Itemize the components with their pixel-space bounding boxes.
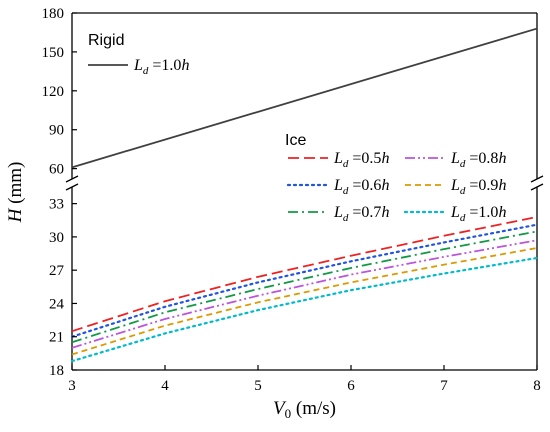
legend-entry-ice-label: Ld =0.7h	[333, 204, 389, 224]
legend-subscript: d	[343, 212, 349, 224]
x-tick-label: 7	[440, 378, 448, 394]
y-axis-title: H (mm)	[5, 162, 26, 224]
series-line-ice-2	[70, 223, 539, 338]
legend-symbol-h: h	[381, 150, 389, 167]
y-tick-label: 27	[49, 263, 65, 279]
y-tick-label: 21	[49, 330, 64, 346]
series-line-ice-5	[71, 247, 538, 356]
x-axis-subscript: 0	[285, 406, 292, 421]
y-tick-label: 18	[49, 363, 64, 379]
legend-symbol-h: h	[381, 204, 389, 221]
x-tick-label: 3	[68, 378, 76, 394]
legend-entry-ice-label: Ld =0.8h	[450, 150, 506, 170]
y-tick-label: 180	[42, 6, 65, 22]
legend-symbol-l: L	[450, 177, 460, 194]
legend-subscript: d	[460, 212, 466, 224]
series-layer	[70, 27, 539, 363]
y-axis-symbol: H	[5, 207, 26, 223]
legend-entry-ice-label: Ld =0.9h	[450, 177, 506, 197]
axis-break-mark-right	[530, 183, 544, 191]
legend-entry-ice-label: Ld =1.0h	[450, 204, 506, 224]
y-axis-unit: (mm)	[5, 162, 26, 209]
legend-symbol-h: h	[498, 150, 506, 167]
legend-symbol-l: L	[450, 204, 460, 221]
legend-symbol-l: L	[450, 150, 460, 167]
x-tick-label: 8	[533, 378, 541, 394]
legend-entry-ice-label: Ld =0.6h	[333, 177, 389, 197]
legend-subscript: d	[343, 158, 349, 170]
series-line-ice-1	[71, 216, 538, 333]
y-tick-label: 90	[49, 123, 64, 139]
x-axis-title: V0 (m/s)	[273, 398, 336, 421]
series-line-ice-4	[71, 239, 538, 349]
axis-titles: V0 (m/s) H (mm)	[5, 162, 336, 421]
axis-break-mark-right	[530, 175, 544, 183]
y-tick-label: 33	[49, 197, 64, 213]
legend-symbol-h: h	[181, 57, 189, 74]
x-tick-label: 6	[347, 378, 355, 394]
legend-entry-rigid-label: Ld =1.0h	[133, 57, 189, 77]
legend-symbol-h: h	[381, 177, 389, 194]
x-tick-label: 4	[161, 378, 169, 394]
legend-symbol-l: L	[333, 204, 343, 221]
legend-subscript: d	[143, 65, 149, 77]
y-tick-label: 150	[42, 45, 65, 61]
plot-frame	[65, 12, 544, 371]
ticks-layer: 3 4 5 6 7 8 18 21 24 27 30 33 60 90 120 150 180	[42, 6, 541, 394]
series-line-ice-6	[70, 256, 539, 363]
legend-value: =0.9	[465, 177, 498, 194]
legend-value: =0.5	[348, 150, 381, 167]
x-tick-label: 5	[254, 378, 262, 394]
y-tick-label: 60	[49, 162, 64, 178]
legend-symbol-l: L	[333, 177, 343, 194]
legend-subscript: d	[460, 158, 466, 170]
legend-symbol-l: L	[333, 150, 343, 167]
legend-subscript: d	[460, 185, 466, 197]
legend-title-ice: Ice	[285, 132, 306, 149]
legend-title-rigid: Rigid	[88, 32, 124, 49]
axis-break-mark-left	[65, 183, 79, 191]
legend-symbol-h: h	[498, 204, 506, 221]
legend-value: =0.8	[465, 150, 498, 167]
legend-value: =0.6	[348, 177, 381, 194]
y-tick-label: 30	[49, 230, 64, 246]
y-tick-label: 24	[49, 296, 65, 312]
series-line-rigid-0	[71, 27, 538, 169]
y-tick-label: 120	[42, 84, 65, 100]
legend-subscript: d	[343, 185, 349, 197]
series-line-ice-3	[71, 230, 538, 344]
x-axis-unit: (m/s)	[291, 398, 336, 419]
legend-symbol-l: L	[133, 57, 143, 74]
legend-value: =0.7	[348, 204, 381, 221]
legend-entry-ice-label: Ld =0.5h	[333, 150, 389, 170]
legend-value: =1.0	[148, 57, 181, 74]
axis-break-mark-left	[65, 175, 79, 183]
x-axis-symbol: V	[273, 398, 287, 419]
legend-symbol-h: h	[498, 177, 506, 194]
legend-value: =1.0	[465, 204, 498, 221]
